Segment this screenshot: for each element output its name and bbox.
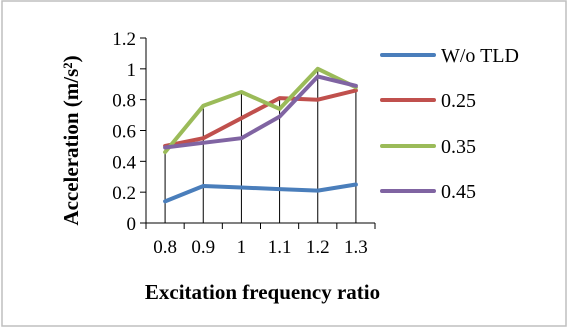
y-tick-label: 0.6 bbox=[112, 122, 136, 143]
y-tick-label: 1 bbox=[127, 60, 137, 81]
x-axis-ticks: 0.8 0.9 1 1.1 1.2 1.3 bbox=[145, 223, 376, 258]
series-line-1 bbox=[163, 88, 358, 148]
x-tick-label: 1.3 bbox=[344, 237, 368, 258]
x-axis-title: Excitation frequency ratio bbox=[145, 280, 380, 304]
x-tick-label: 1 bbox=[237, 237, 247, 258]
legend: W/o TLD 0.25 0.35 0.45 bbox=[380, 45, 519, 203]
y-tick-label: 0.8 bbox=[112, 91, 136, 112]
series-lines bbox=[163, 66, 358, 204]
series-line-0 bbox=[163, 182, 358, 204]
y-axis-title: Acceleration (m/s²) bbox=[59, 55, 83, 225]
y-tick-label: 0.4 bbox=[112, 152, 136, 173]
x-tick-label: 0.9 bbox=[191, 237, 215, 258]
series-line-2 bbox=[163, 66, 358, 155]
drop-lines bbox=[164, 68, 357, 223]
y-tick-label: 0 bbox=[127, 214, 137, 235]
legend-label: 0.45 bbox=[441, 181, 476, 203]
x-tick-label: 1.1 bbox=[268, 237, 292, 258]
y-tick-label: 1.2 bbox=[112, 29, 136, 50]
legend-label: 0.35 bbox=[441, 136, 476, 158]
legend-label: 0.25 bbox=[441, 90, 476, 112]
y-axis-ticks: 0 0.2 0.4 0.6 0.8 1 1.2 bbox=[112, 29, 146, 235]
legend-label: W/o TLD bbox=[441, 45, 519, 67]
x-tick-label: 1.2 bbox=[306, 237, 330, 258]
x-tick-label: 0.8 bbox=[153, 237, 177, 258]
y-tick-label: 0.2 bbox=[112, 183, 136, 204]
series-line-3 bbox=[163, 74, 358, 150]
